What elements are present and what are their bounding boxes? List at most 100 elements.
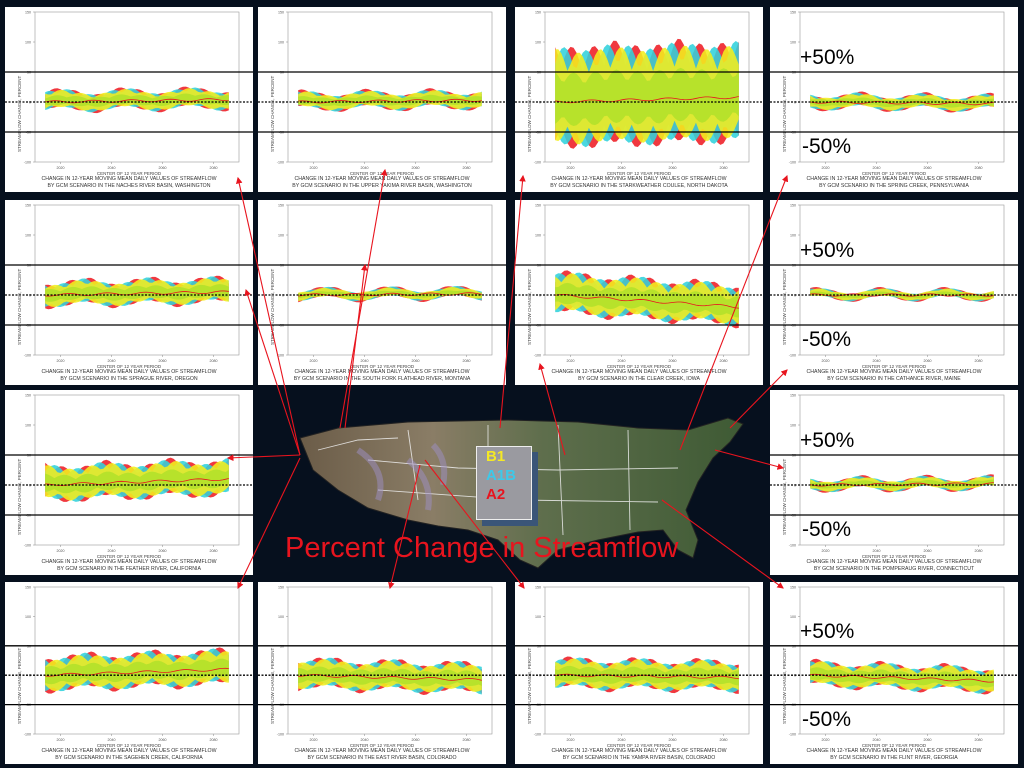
median-line bbox=[45, 478, 229, 487]
x-tick-label: 2040 bbox=[873, 738, 881, 742]
caption-line-1: CHANGE IN 12-YEAR MOVING MEAN DAILY VALU… bbox=[806, 559, 982, 565]
plot-frame bbox=[34, 586, 240, 735]
y-tick-label: 150 bbox=[535, 204, 541, 208]
caption-line-2: BY GCM SCENARIO IN THE YAMPA RIVER BASIN… bbox=[562, 754, 716, 761]
chart-caption: CHANGE IN 12-YEAR MOVING MEAN DAILY VALU… bbox=[515, 748, 763, 761]
y-tick-label: 150 bbox=[25, 204, 31, 208]
y-tick-label: 150 bbox=[25, 586, 31, 590]
x-tick-label: 2020 bbox=[822, 549, 830, 553]
x-tick-label: 2040 bbox=[361, 166, 369, 170]
chart-caption: CHANGE IN 12-YEAR MOVING MEAN DAILY VALU… bbox=[258, 176, 506, 189]
x-tick-label: 2060 bbox=[669, 359, 677, 363]
overlap-range bbox=[810, 97, 994, 108]
x-tick-label: 2020 bbox=[822, 166, 830, 170]
x-tick-label: 2020 bbox=[57, 738, 65, 742]
x-tick-label: 2080 bbox=[463, 166, 471, 170]
caption-line-2: BY GCM SCENARIO IN THE FLINT RIVER, GEOR… bbox=[830, 754, 958, 761]
x-tick-label: 2020 bbox=[567, 359, 575, 363]
x-axis-label: CENTER OF 12 YEAR PERIOD bbox=[606, 743, 672, 748]
y-tick-label: 150 bbox=[790, 394, 796, 398]
plus50-label: +50% bbox=[800, 239, 855, 262]
y-tick-label: 100 bbox=[535, 41, 541, 45]
x-axis-label: CENTER OF 12 YEAR PERIOD bbox=[96, 364, 162, 369]
caption-line-1: CHANGE IN 12-YEAR MOVING MEAN DAILY VALU… bbox=[294, 369, 470, 375]
y-axis-label: STREAMFLOW CHANGE, PERCENT bbox=[270, 268, 275, 345]
y-tick-label: -100 bbox=[277, 161, 284, 165]
x-axis-label: CENTER OF 12 YEAR PERIOD bbox=[861, 743, 927, 748]
median-line bbox=[45, 290, 229, 297]
overlap-range bbox=[298, 94, 482, 107]
y-axis-label: STREAMFLOW CHANGE, PERCENT bbox=[782, 458, 787, 535]
plot-frame bbox=[799, 204, 1005, 356]
chart-caption: CHANGE IN 12-YEAR MOVING MEAN DAILY VALU… bbox=[770, 748, 1018, 761]
x-tick-label: 2060 bbox=[159, 359, 167, 363]
plot-frame bbox=[287, 204, 493, 356]
y-tick-label: 100 bbox=[790, 234, 796, 238]
y-tick-label: 100 bbox=[790, 41, 796, 45]
plot-frame bbox=[544, 11, 750, 163]
y-tick-label: 100 bbox=[278, 234, 284, 238]
minus50-label: -50% bbox=[802, 135, 852, 158]
y-axis-label: STREAMFLOW CHANGE, PERCENT bbox=[17, 268, 22, 345]
median-line bbox=[45, 667, 229, 677]
y-tick-label: 150 bbox=[790, 586, 796, 590]
y-tick-label: -100 bbox=[24, 544, 31, 548]
y-tick-label: -100 bbox=[789, 544, 796, 548]
y-tick-label: -100 bbox=[24, 161, 31, 165]
overlap-range bbox=[45, 658, 229, 685]
y-tick-label: 100 bbox=[535, 615, 541, 619]
y-tick-label: -100 bbox=[277, 354, 284, 358]
caption-line-2: BY GCM SCENARIO IN THE SOUTH FORK FLATHE… bbox=[293, 375, 471, 382]
x-tick-label: 2020 bbox=[822, 738, 830, 742]
y-tick-label: -100 bbox=[24, 733, 31, 737]
caption-line-1: CHANGE IN 12-YEAR MOVING MEAN DAILY VALU… bbox=[806, 369, 982, 375]
x-tick-label: 2080 bbox=[210, 738, 218, 742]
y-axis-label: STREAMFLOW CHANGE, PERCENT bbox=[527, 268, 532, 345]
caption-line-1: CHANGE IN 12-YEAR MOVING MEAN DAILY VALU… bbox=[806, 748, 982, 754]
y-axis-label: STREAMFLOW CHANGE, PERCENT bbox=[270, 647, 275, 724]
x-tick-label: 2080 bbox=[210, 359, 218, 363]
caption-line-1: CHANGE IN 12-YEAR MOVING MEAN DAILY VALU… bbox=[551, 748, 727, 754]
chart-caption: CHANGE IN 12-YEAR MOVING MEAN DAILY VALU… bbox=[5, 176, 253, 189]
caption-line-1: CHANGE IN 12-YEAR MOVING MEAN DAILY VALU… bbox=[41, 748, 217, 754]
caption-line-2: BY GCM SCENARIO IN THE UPPER YAKIMA RIVE… bbox=[292, 182, 472, 189]
y-axis-label: STREAMFLOW CHANGE, PERCENT bbox=[782, 647, 787, 724]
caption-line-2: BY GCM SCENARIO IN THE SPRING CREEK, PEN… bbox=[819, 182, 969, 189]
median-line bbox=[555, 673, 739, 680]
median-line bbox=[810, 482, 994, 487]
caption-line-1: CHANGE IN 12-YEAR MOVING MEAN DAILY VALU… bbox=[806, 176, 982, 182]
y-tick-label: 150 bbox=[278, 586, 284, 590]
y-tick-label: 150 bbox=[790, 204, 796, 208]
caption-line-1: CHANGE IN 12-YEAR MOVING MEAN DAILY VALU… bbox=[41, 176, 217, 182]
x-tick-label: 2080 bbox=[975, 738, 983, 742]
y-tick-label: -100 bbox=[24, 354, 31, 358]
y-axis-label: STREAMFLOW CHANGE, PERCENT bbox=[17, 647, 22, 724]
chart-caption: CHANGE IN 12-YEAR MOVING MEAN DAILY VALU… bbox=[5, 369, 253, 382]
x-tick-label: 2020 bbox=[310, 738, 318, 742]
median-line bbox=[810, 100, 994, 106]
caption-line-2: BY GCM SCENARIO IN THE CLEAR CREEK, IOWA bbox=[578, 375, 700, 382]
x-tick-label: 2080 bbox=[463, 359, 471, 363]
caption-line-2: BY GCM SCENARIO IN THE POMPERAUG RIVER, … bbox=[813, 565, 975, 572]
minus50-label: -50% bbox=[802, 707, 852, 731]
caption-line-1: CHANGE IN 12-YEAR MOVING MEAN DAILY VALU… bbox=[41, 369, 217, 375]
x-tick-label: 2040 bbox=[108, 166, 116, 170]
chart-caption: CHANGE IN 12-YEAR MOVING MEAN DAILY VALU… bbox=[5, 748, 253, 761]
y-tick-label: 150 bbox=[535, 11, 541, 15]
caption-line-2: BY GCM SCENARIO IN THE FEATHER RIVER, CA… bbox=[57, 565, 201, 572]
